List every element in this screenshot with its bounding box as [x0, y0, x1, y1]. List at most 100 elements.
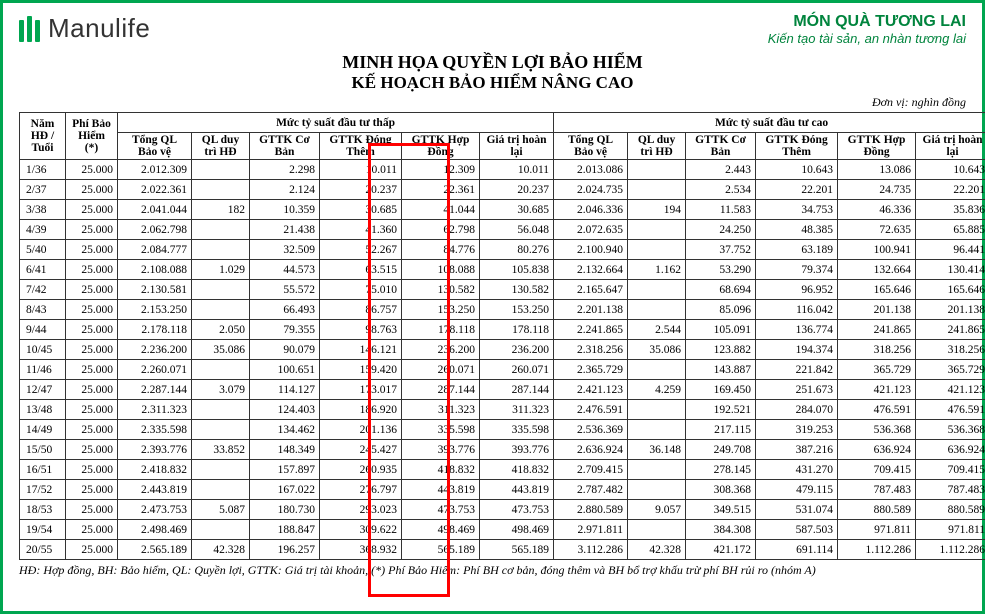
table-cell: 2.153.250	[118, 300, 192, 320]
table-cell: 1.112.286	[916, 540, 985, 560]
table-cell: 20/55	[20, 540, 66, 560]
table-cell: 10.011	[480, 160, 554, 180]
table-cell	[192, 300, 250, 320]
table-cell: 194	[628, 200, 686, 220]
table-cell: 25.000	[66, 200, 118, 220]
table-cell: 25.000	[66, 260, 118, 280]
table-cell	[192, 420, 250, 440]
table-cell: 4.259	[628, 380, 686, 400]
table-cell: 178.118	[402, 320, 480, 340]
table-cell: 418.832	[480, 460, 554, 480]
table-cell: 12/47	[20, 380, 66, 400]
table-cell: 24.735	[838, 180, 916, 200]
table-cell: 66.493	[250, 300, 320, 320]
table-cell: 42.328	[628, 540, 686, 560]
low-qlduytri: QL duy trì HĐ	[192, 133, 250, 160]
table-cell: 421.123	[838, 380, 916, 400]
table-cell: 72.635	[838, 220, 916, 240]
table-cell: 387.216	[756, 440, 838, 460]
table-cell: 22.201	[916, 180, 985, 200]
low-tongql: Tổng QL Bảo vệ	[118, 133, 192, 160]
table-cell: 178.118	[480, 320, 554, 340]
table-row: 16/5125.0002.418.832157.897260.935418.83…	[20, 460, 985, 480]
table-cell	[192, 180, 250, 200]
footnote: HĐ: Hợp đồng, BH: Bảo hiểm, QL: Quyền lợ…	[19, 563, 966, 578]
table-cell: 33.852	[192, 440, 250, 460]
header: Manulife MÓN QUÀ TƯƠNG LAI Kiến tạo tài …	[19, 13, 966, 46]
table-cell: 260.071	[480, 360, 554, 380]
table-cell: 130.582	[480, 280, 554, 300]
table-cell: 194.374	[756, 340, 838, 360]
table-cell: 587.503	[756, 520, 838, 540]
table-cell: 24.250	[686, 220, 756, 240]
table-cell: 159.420	[320, 360, 402, 380]
table-cell: 6/41	[20, 260, 66, 280]
table-row: 13/4825.0002.311.323124.403186.920311.32…	[20, 400, 985, 420]
table-cell: 2.318.256	[554, 340, 628, 360]
low-gttk-hopdong: GTTK Hợp Đồng	[402, 133, 480, 160]
table-cell: 62.798	[402, 220, 480, 240]
table-cell: 2.534	[686, 180, 756, 200]
table-cell: 10/45	[20, 340, 66, 360]
table-cell: 476.591	[838, 400, 916, 420]
table-cell: 2.498.469	[118, 520, 192, 540]
table-cell: 7/42	[20, 280, 66, 300]
table-cell: 421.123	[916, 380, 985, 400]
table-cell: 11/46	[20, 360, 66, 380]
table-cell: 25.000	[66, 380, 118, 400]
high-gttk-dongthem: GTTK Đóng Thêm	[756, 133, 838, 160]
table-cell: 2.108.088	[118, 260, 192, 280]
table-cell: 1.112.286	[838, 540, 916, 560]
table-cell: 318.256	[838, 340, 916, 360]
table-cell: 136.774	[756, 320, 838, 340]
table-cell: 25.000	[66, 500, 118, 520]
table-cell: 311.323	[402, 400, 480, 420]
table-cell: 2.012.309	[118, 160, 192, 180]
table-cell: 2.241.865	[554, 320, 628, 340]
table-cell: 2.050	[192, 320, 250, 340]
table-cell: 787.483	[916, 480, 985, 500]
table-cell: 188.847	[250, 520, 320, 540]
table-cell: 25.000	[66, 220, 118, 240]
table-cell: 565.189	[480, 540, 554, 560]
table-cell: 349.515	[686, 500, 756, 520]
table-cell: 84.776	[402, 240, 480, 260]
table-cell: 35.086	[192, 340, 250, 360]
table-cell	[628, 520, 686, 540]
table-cell: 2.124	[250, 180, 320, 200]
table-cell: 25.000	[66, 440, 118, 460]
table-cell: 25.000	[66, 480, 118, 500]
table-cell	[628, 360, 686, 380]
brand-name: Manulife	[48, 13, 150, 44]
table-cell: 55.572	[250, 280, 320, 300]
table-cell	[628, 280, 686, 300]
unit-label: Đơn vị: nghìn đồng	[19, 95, 966, 110]
table-cell: 56.048	[480, 220, 554, 240]
table-cell: 335.598	[480, 420, 554, 440]
table-cell	[192, 460, 250, 480]
table-cell: 2.476.591	[554, 400, 628, 420]
table-cell: 75.010	[320, 280, 402, 300]
table-cell: 787.483	[838, 480, 916, 500]
table-cell	[628, 480, 686, 500]
table-cell: 691.114	[756, 540, 838, 560]
table-cell	[192, 160, 250, 180]
table-cell: 2.335.598	[118, 420, 192, 440]
table-cell: 68.694	[686, 280, 756, 300]
low-giatri-hoanlai: Giá trị hoàn lại	[480, 133, 554, 160]
table-cell: 2.443.819	[118, 480, 192, 500]
table-cell: 37.752	[686, 240, 756, 260]
table-cell: 22.201	[756, 180, 838, 200]
table-cell: 90.079	[250, 340, 320, 360]
table-cell: 201.138	[916, 300, 985, 320]
table-cell: 96.952	[756, 280, 838, 300]
table-cell: 2.636.924	[554, 440, 628, 460]
table-cell: 85.096	[686, 300, 756, 320]
table-cell: 182	[192, 200, 250, 220]
table-cell: 42.328	[192, 540, 250, 560]
table-row: 10/4525.0002.236.20035.08690.079146.1212…	[20, 340, 985, 360]
table-cell: 130.414	[916, 260, 985, 280]
table-cell: 169.450	[686, 380, 756, 400]
table-row: 8/4325.0002.153.25066.49386.757153.25015…	[20, 300, 985, 320]
table-cell: 251.673	[756, 380, 838, 400]
